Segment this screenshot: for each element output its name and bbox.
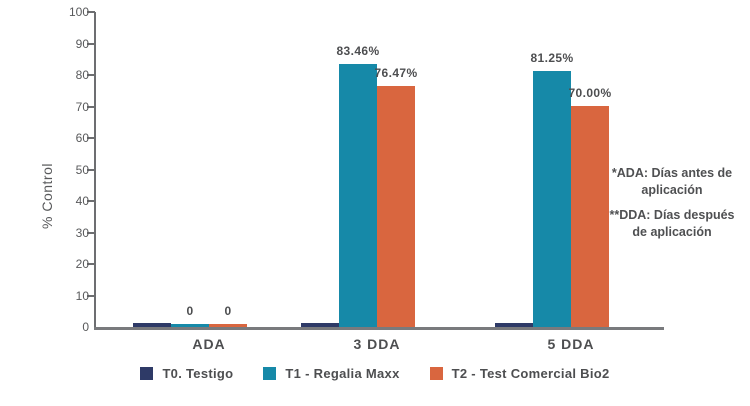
bar-T1-3-DDA [339, 64, 377, 327]
bar-T2-ADA [209, 324, 247, 327]
y-axis-line [94, 12, 96, 328]
tick-label-30: 30 [75, 225, 89, 240]
bar-value-label: 81.25% [530, 51, 574, 65]
tick-mark-30 [87, 231, 95, 234]
tick-label-80: 80 [75, 68, 89, 82]
legend-item: T2 - Test Comercial Bio2 [429, 366, 610, 381]
bar-value-label: 76.47% [374, 66, 418, 80]
bar-value-label: 0 [224, 304, 232, 318]
bar-T1-5-DDA [533, 71, 571, 327]
category-label-5-DDA: 5 DDA [547, 336, 595, 352]
footnote-ada-line1: *ADA: Días antes de [611, 166, 733, 180]
footnote-ada: *ADA: Días antes de aplicación [606, 165, 738, 198]
bar-T2-3-DDA [377, 86, 415, 327]
legend-swatch-icon [429, 367, 443, 380]
tick-mark-50 [87, 168, 95, 171]
bar-T0-3-DDA [301, 323, 339, 327]
legend-label: T1 - Regalia Maxx [285, 366, 400, 381]
bar-T0-ADA [133, 323, 171, 327]
tick-label-60: 60 [75, 131, 89, 145]
legend: T0. Testigo T1 - Regalia Maxx T2 - Test Co… [0, 366, 750, 381]
tick-label-50: 50 [75, 162, 89, 177]
footnote-ada-line2: aplicación [641, 182, 703, 197]
footnote-dda-line2: de aplicación [632, 224, 712, 239]
category-label-3-DDA: 3 DDA [353, 336, 401, 352]
tick-mark-80 [87, 74, 95, 76]
category-label-ADA: ADA [192, 336, 226, 352]
legend-swatch-icon [140, 367, 154, 380]
legend-label: T2 - Test Comercial Bio2 [451, 366, 610, 381]
tick-label-0: 0 [82, 320, 89, 334]
tick-mark-60 [87, 137, 95, 139]
tick-label-40: 40 [75, 194, 89, 208]
legend-item: T0. Testigo [140, 366, 233, 381]
tick-label-10: 10 [75, 288, 89, 303]
footnotes: *ADA: Días antes de aplicación **DDA: Dí… [606, 165, 738, 249]
legend-label: T0. Testigo [162, 366, 234, 381]
tick-mark-70 [87, 105, 95, 108]
bar-value-label: 70.00% [568, 86, 612, 100]
tick-label-90: 90 [75, 36, 89, 51]
x-axis-line [94, 327, 664, 330]
footnote-dda-line1: **DDA: Días después [609, 208, 735, 222]
bar-T0-5-DDA [495, 323, 533, 327]
footnote-dda: **DDA: Días después de aplicación [606, 207, 738, 240]
tick-label-100: 100 [68, 5, 89, 19]
legend-item: T1 - Regalia Maxx [263, 366, 399, 381]
bar-T2-5-DDA [571, 106, 609, 327]
tick-mark-20 [87, 263, 95, 265]
tick-label-70: 70 [75, 99, 89, 114]
bar-value-label: 83.46% [336, 44, 380, 58]
tick-label-20: 20 [75, 257, 89, 271]
tick-mark-10 [87, 294, 95, 297]
tick-mark-40 [87, 200, 95, 202]
legend-swatch-icon [263, 367, 277, 380]
tick-mark-100 [87, 11, 95, 13]
bar-T1-ADA [171, 324, 209, 327]
tick-mark-90 [87, 42, 95, 45]
bar-value-label: 0 [186, 304, 194, 318]
